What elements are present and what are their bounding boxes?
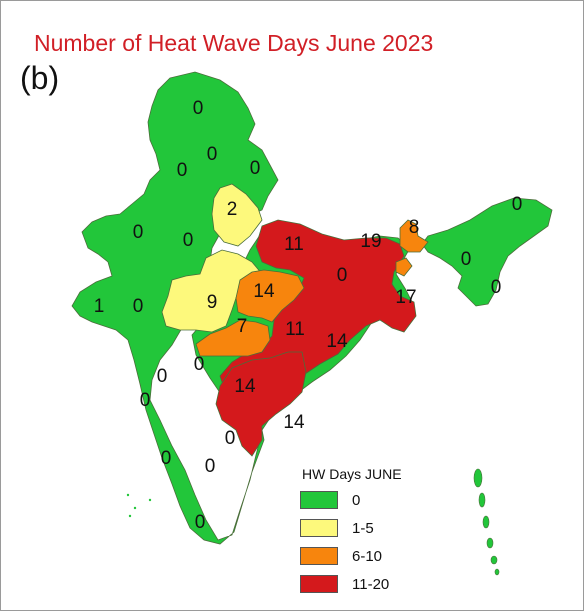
legend-label-2: 6-10 (352, 547, 383, 565)
region-mid-central (235, 269, 305, 323)
map-title: Number of Heat Wave Days June 2023 (34, 30, 434, 56)
region-value-label: 17 (395, 287, 416, 308)
legend-label-1: 1-5 (352, 519, 374, 537)
region-value-label: 9 (207, 292, 218, 313)
legend: HW Days JUNE 0 1-5 6-10 11-20 (300, 466, 402, 600)
region-value-label: 0 (161, 448, 172, 469)
legend-label-0: 0 (352, 491, 361, 509)
region-value-label: 0 (225, 428, 236, 449)
islands-andaman (473, 468, 500, 576)
legend-item-0: 0 (300, 488, 402, 512)
region-value-label: 14 (253, 281, 275, 302)
region-value-label: 0 (491, 277, 502, 298)
panel-label: (b) (20, 60, 60, 96)
region-value-label: 0 (193, 98, 204, 119)
region-value-label: 0 (207, 144, 218, 165)
legend-item-2: 6-10 (300, 544, 402, 568)
region-value-label: 0 (177, 160, 188, 181)
region-value-label: 14 (283, 412, 305, 433)
region-mid-west (195, 319, 271, 357)
region-value-label: 19 (360, 231, 381, 252)
legend-label-3: 11-20 (352, 575, 390, 593)
region-value-label: 14 (234, 376, 256, 397)
region-value-label: 2 (227, 199, 238, 220)
region-value-label: 0 (133, 222, 144, 243)
region-value-label: 11 (285, 319, 305, 340)
legend-swatch-1 (300, 519, 338, 537)
legend-swatch-3 (300, 575, 338, 593)
region-value-label: 7 (237, 316, 248, 337)
legend-swatch-0 (300, 491, 338, 509)
region-value-label: 1 (94, 296, 105, 317)
legend-item-1: 1-5 (300, 516, 402, 540)
region-value-label: 0 (183, 230, 194, 251)
islands-lakshadweep (126, 493, 152, 518)
region-value-label: 0 (140, 390, 151, 411)
region-value-label: 0 (195, 512, 206, 533)
legend-swatch-2 (300, 547, 338, 565)
region-value-label: 8 (409, 217, 420, 238)
region-value-label: 0 (250, 158, 261, 179)
region-value-label: 0 (194, 354, 205, 375)
region-zero-northeast (421, 197, 553, 307)
region-high-south-coast (215, 351, 307, 457)
region-mid-northeast (399, 219, 429, 253)
region-value-label: 11 (284, 234, 304, 255)
region-value-label: 0 (205, 456, 216, 477)
region-value-label: 0 (133, 296, 144, 317)
region-value-label: 0 (337, 265, 348, 286)
region-value-label: 14 (326, 331, 348, 352)
region-value-label: 0 (512, 194, 523, 215)
region-value-label: 0 (157, 366, 168, 387)
region-low-north (211, 183, 263, 247)
legend-title: HW Days JUNE (302, 466, 402, 482)
region-mid-small (395, 257, 413, 277)
legend-item-3: 11-20 (300, 572, 402, 596)
region-low-central (161, 249, 263, 333)
region-value-label: 0 (461, 249, 472, 270)
